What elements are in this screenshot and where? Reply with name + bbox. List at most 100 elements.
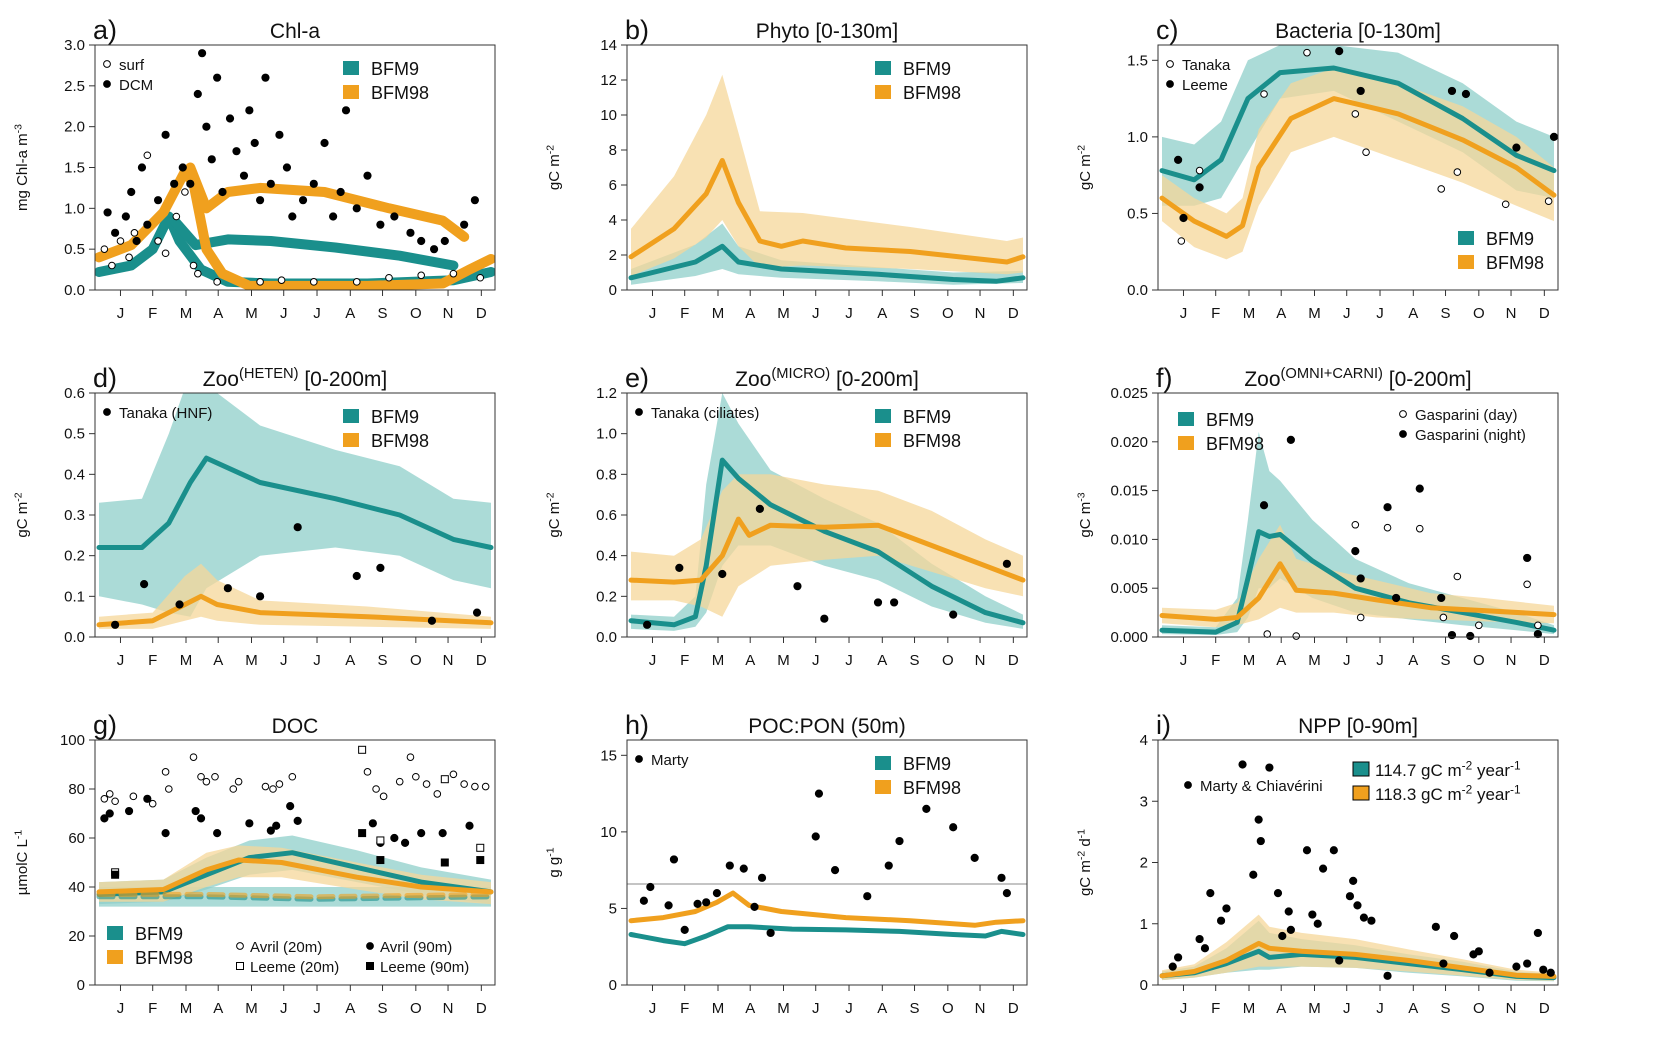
x-tick-label: A — [345, 652, 355, 669]
point-dcm — [440, 236, 449, 246]
point-marty-chiav-rini — [1256, 836, 1265, 846]
y-tick-label: 0.8 — [596, 466, 617, 483]
panel-c: 0.0 0.5 1.0 1.5 J F M A M J J A S O N DgC m-2 c) Bacteria… — [1075, 15, 1559, 322]
x-tick-label: M — [245, 1000, 258, 1017]
y-axis-label: gC m-2 — [12, 492, 31, 537]
point-marty-chiav-rini — [1546, 968, 1555, 977]
point-dcm — [250, 138, 259, 148]
point-avril-20m- — [261, 782, 270, 791]
point-avril-20m- — [100, 795, 109, 803]
point-tanaka-hnf- — [255, 592, 265, 601]
x-tick-label: F — [680, 652, 689, 669]
y-tick-label: 2.0 — [64, 119, 85, 136]
legend-marker — [103, 408, 111, 416]
point-dcm — [121, 212, 130, 221]
point-avril-20m- — [372, 785, 380, 793]
point-tanaka-hnf- — [223, 584, 232, 593]
point-dcm — [193, 89, 202, 99]
point-gasparini-day- — [1439, 613, 1448, 622]
x-tick-label: M — [245, 305, 258, 322]
y-tick-label: 0.4 — [596, 548, 617, 565]
x-tick-label: J — [280, 305, 288, 322]
legend-label: BFM98 — [371, 431, 429, 451]
x-tick-label: A — [745, 652, 755, 669]
point-gasparini-day- — [1453, 572, 1462, 581]
y-tick-label: 0.4 — [64, 466, 85, 483]
point-gasparini-night- — [1286, 435, 1295, 444]
point-dcm — [143, 220, 152, 229]
point-marty-chiav-rini — [1383, 971, 1392, 980]
point-tanaka-hnf- — [376, 563, 385, 572]
point-tanaka-hnf- — [140, 580, 149, 589]
point-marty-chiav-rini — [1265, 763, 1274, 772]
point-avril-20m- — [189, 753, 198, 761]
y-tick-label: 5 — [609, 900, 617, 917]
panel-d: 0.0 0.1 0.2 0.3 0.4 0.5 0.6 J F M A M J J A S O N DgC m-2 d… — [12, 363, 496, 669]
point-dcm — [232, 147, 241, 156]
x-tick-label: A — [345, 305, 355, 322]
legend-marker — [236, 942, 244, 950]
point-marty-chiav-rini — [1353, 901, 1362, 910]
y-tick-label: 0.0 — [64, 282, 85, 299]
legend-marker — [236, 962, 244, 970]
panel-title: POC:PON (50m) — [748, 715, 906, 738]
point-avril-20m- — [288, 772, 297, 781]
panel-title: Zoo(MICRO) [0-200m] — [735, 366, 919, 391]
x-tick-label: J — [1376, 652, 1384, 669]
series-line-bfm9-20m — [96, 850, 494, 897]
point-gasparini-night- — [1383, 503, 1392, 512]
point-marty — [830, 866, 840, 875]
x-tick-label: M — [1243, 652, 1256, 669]
point-avril-90m- — [293, 816, 302, 825]
y-tick-label: 0.2 — [64, 548, 85, 565]
point-dcm — [460, 220, 469, 229]
point-dcm — [213, 73, 222, 82]
point-marty — [970, 853, 979, 863]
series-line-bfm9 — [628, 457, 1026, 628]
point-leeme-90m- — [358, 829, 367, 838]
point-surf — [172, 212, 181, 221]
band-bfm98 — [631, 474, 1023, 617]
point-avril-20m- — [197, 772, 205, 781]
plot-frame — [626, 739, 1028, 986]
point-avril-90m- — [196, 814, 206, 823]
x-tick-label: F — [148, 1000, 157, 1017]
point-avril-90m- — [245, 819, 254, 828]
series-line-bfm9 — [96, 455, 494, 550]
legend-swatch — [875, 433, 891, 447]
legend-marker — [366, 962, 374, 970]
x-tick-label: N — [1506, 1000, 1517, 1017]
point-surf — [476, 273, 485, 282]
y-tick-label: 2 — [609, 247, 617, 264]
point-marty-chiav-rini — [1302, 846, 1312, 855]
legend-label: BFM98 — [1206, 434, 1264, 454]
point-surf — [385, 273, 393, 282]
legend-obs-label: Tanaka — [1182, 57, 1231, 74]
band-bfm9 — [99, 393, 491, 617]
point-avril-20m- — [379, 792, 388, 801]
panel-letter: d) — [93, 363, 117, 393]
point-gasparini-day- — [1356, 613, 1365, 622]
point-avril-90m- — [161, 829, 170, 838]
y-tick-label: 80 — [68, 781, 85, 798]
point-avril-20m- — [211, 772, 219, 781]
point-leeme — [1356, 86, 1365, 96]
series-line-bfm9 — [1159, 65, 1557, 183]
point-surf — [213, 278, 221, 286]
x-tick-label: A — [1408, 1000, 1418, 1017]
band-bfm98 — [631, 74, 1023, 276]
x-tick-label: N — [443, 305, 454, 322]
point-avril-20m- — [269, 785, 277, 793]
point-dcm — [202, 122, 211, 131]
point-surf — [154, 237, 162, 245]
point-marty-chiav-rini — [1474, 947, 1483, 956]
point-marty — [757, 873, 767, 882]
point-tanaka-ciliates- — [873, 598, 883, 607]
point-marty-chiav-rini — [1367, 916, 1376, 925]
legend-obs-label: surf — [119, 57, 145, 74]
plot-area — [96, 835, 494, 907]
point-dcm — [352, 204, 361, 213]
point-avril-20m- — [395, 777, 404, 786]
point-leeme — [1195, 183, 1204, 192]
